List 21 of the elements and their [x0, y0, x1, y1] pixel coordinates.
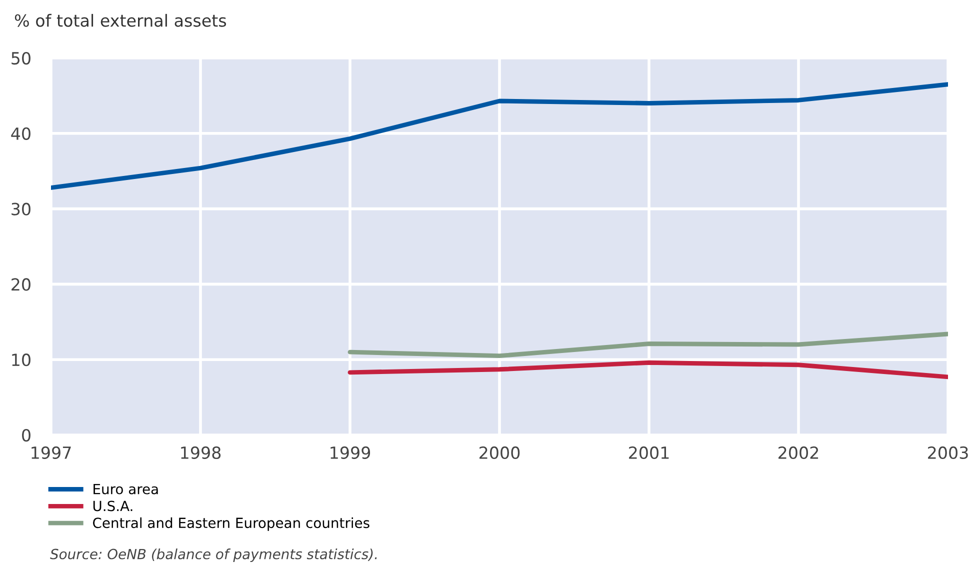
- x-tick-label: 2000: [480, 446, 520, 460]
- line-series: [348, 332, 948, 358]
- x-tick-label: 1997: [32, 446, 71, 460]
- y-tick-label: 20: [12, 278, 30, 291]
- y-tick-label: 40: [11, 127, 30, 140]
- x-tick-label: 1999: [330, 446, 370, 460]
- x-tick-label: 2003: [928, 446, 968, 460]
- legend-label: U.S.A.: [93, 500, 132, 512]
- legend-label: Central and Eastern European countries: [93, 517, 370, 531]
- line-series: [348, 360, 948, 380]
- y-tick-label: 10: [12, 354, 30, 366]
- line-series: [51, 82, 948, 190]
- y-tick-label: 30: [12, 202, 30, 216]
- source-note: Source: OeNB (balance of payments statistics).: [50, 548, 377, 562]
- x-tick-label: 2002: [778, 446, 818, 460]
- x-tick-label: 1998: [181, 446, 221, 460]
- y-tick-label: 0: [22, 428, 30, 442]
- x-tick-label: 2001: [629, 446, 669, 460]
- y-axis-title: % of total external assets: [14, 14, 226, 27]
- y-tick-label: 50: [12, 52, 30, 65]
- legend-label: Euro area: [94, 484, 158, 494]
